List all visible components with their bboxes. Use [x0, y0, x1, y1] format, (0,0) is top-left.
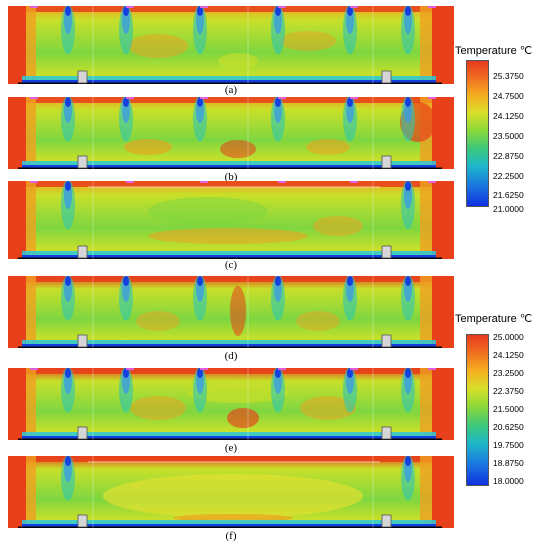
- tick-bottom-2: 23.2500: [493, 368, 524, 378]
- tick-bottom-7: 18.8750: [493, 458, 524, 468]
- panel-label-c: (c): [224, 259, 238, 271]
- colorbar-bottom: [466, 334, 489, 486]
- tick-top-5: 22.2500: [493, 171, 524, 181]
- tick-top-7: 21.0000: [493, 204, 524, 214]
- tick-top-0: 25.3750: [493, 71, 524, 81]
- panel-f: (f): [8, 456, 454, 542]
- panel-b: (b): [8, 97, 454, 183]
- panel-e: (e): [8, 368, 454, 454]
- colorbar-legend-bottom: Temperature ℃ 25.0000 24.1250 23.2500 22…: [455, 312, 550, 492]
- tick-top-2: 24.1250: [493, 111, 524, 121]
- tick-top-6: 21.6250: [493, 190, 524, 200]
- colorbar-top: [466, 60, 489, 207]
- contour-plot-c: [8, 181, 454, 259]
- panel-a: (a): [8, 6, 454, 96]
- contour-plot-a: [8, 6, 454, 84]
- panel-label-e: (e): [224, 442, 238, 454]
- colorbar-legend-top: Temperature ℃ 25.3750 24.7500 24.1250 23…: [455, 44, 550, 214]
- tick-bottom-8: 18.0000: [493, 476, 524, 486]
- tick-top-1: 24.7500: [493, 91, 524, 101]
- tick-bottom-5: 20.6250: [493, 422, 524, 432]
- contour-plot-e: [8, 368, 454, 440]
- contour-plot-b: [8, 97, 454, 169]
- panel-label-a: (a): [224, 84, 238, 96]
- panel-label-b: (b): [224, 171, 238, 183]
- contour-plot-f: [8, 456, 454, 528]
- panel-c: (c): [8, 181, 454, 271]
- panel-d: (d): [8, 276, 454, 362]
- tick-bottom-0: 25.0000: [493, 332, 524, 342]
- legend-title-top: Temperature ℃: [455, 45, 533, 57]
- tick-bottom-6: 19.7500: [493, 440, 524, 450]
- tick-top-4: 22.8750: [493, 151, 524, 161]
- contour-plot-d: [8, 276, 454, 348]
- panel-label-f: (f): [225, 530, 237, 542]
- legend-title-bottom: Temperature ℃: [455, 313, 533, 325]
- tick-bottom-1: 24.1250: [493, 350, 524, 360]
- tick-top-3: 23.5000: [493, 131, 524, 141]
- tick-bottom-4: 21.5000: [493, 404, 524, 414]
- tick-bottom-3: 22.3750: [493, 386, 524, 396]
- panel-label-d: (d): [224, 350, 238, 362]
